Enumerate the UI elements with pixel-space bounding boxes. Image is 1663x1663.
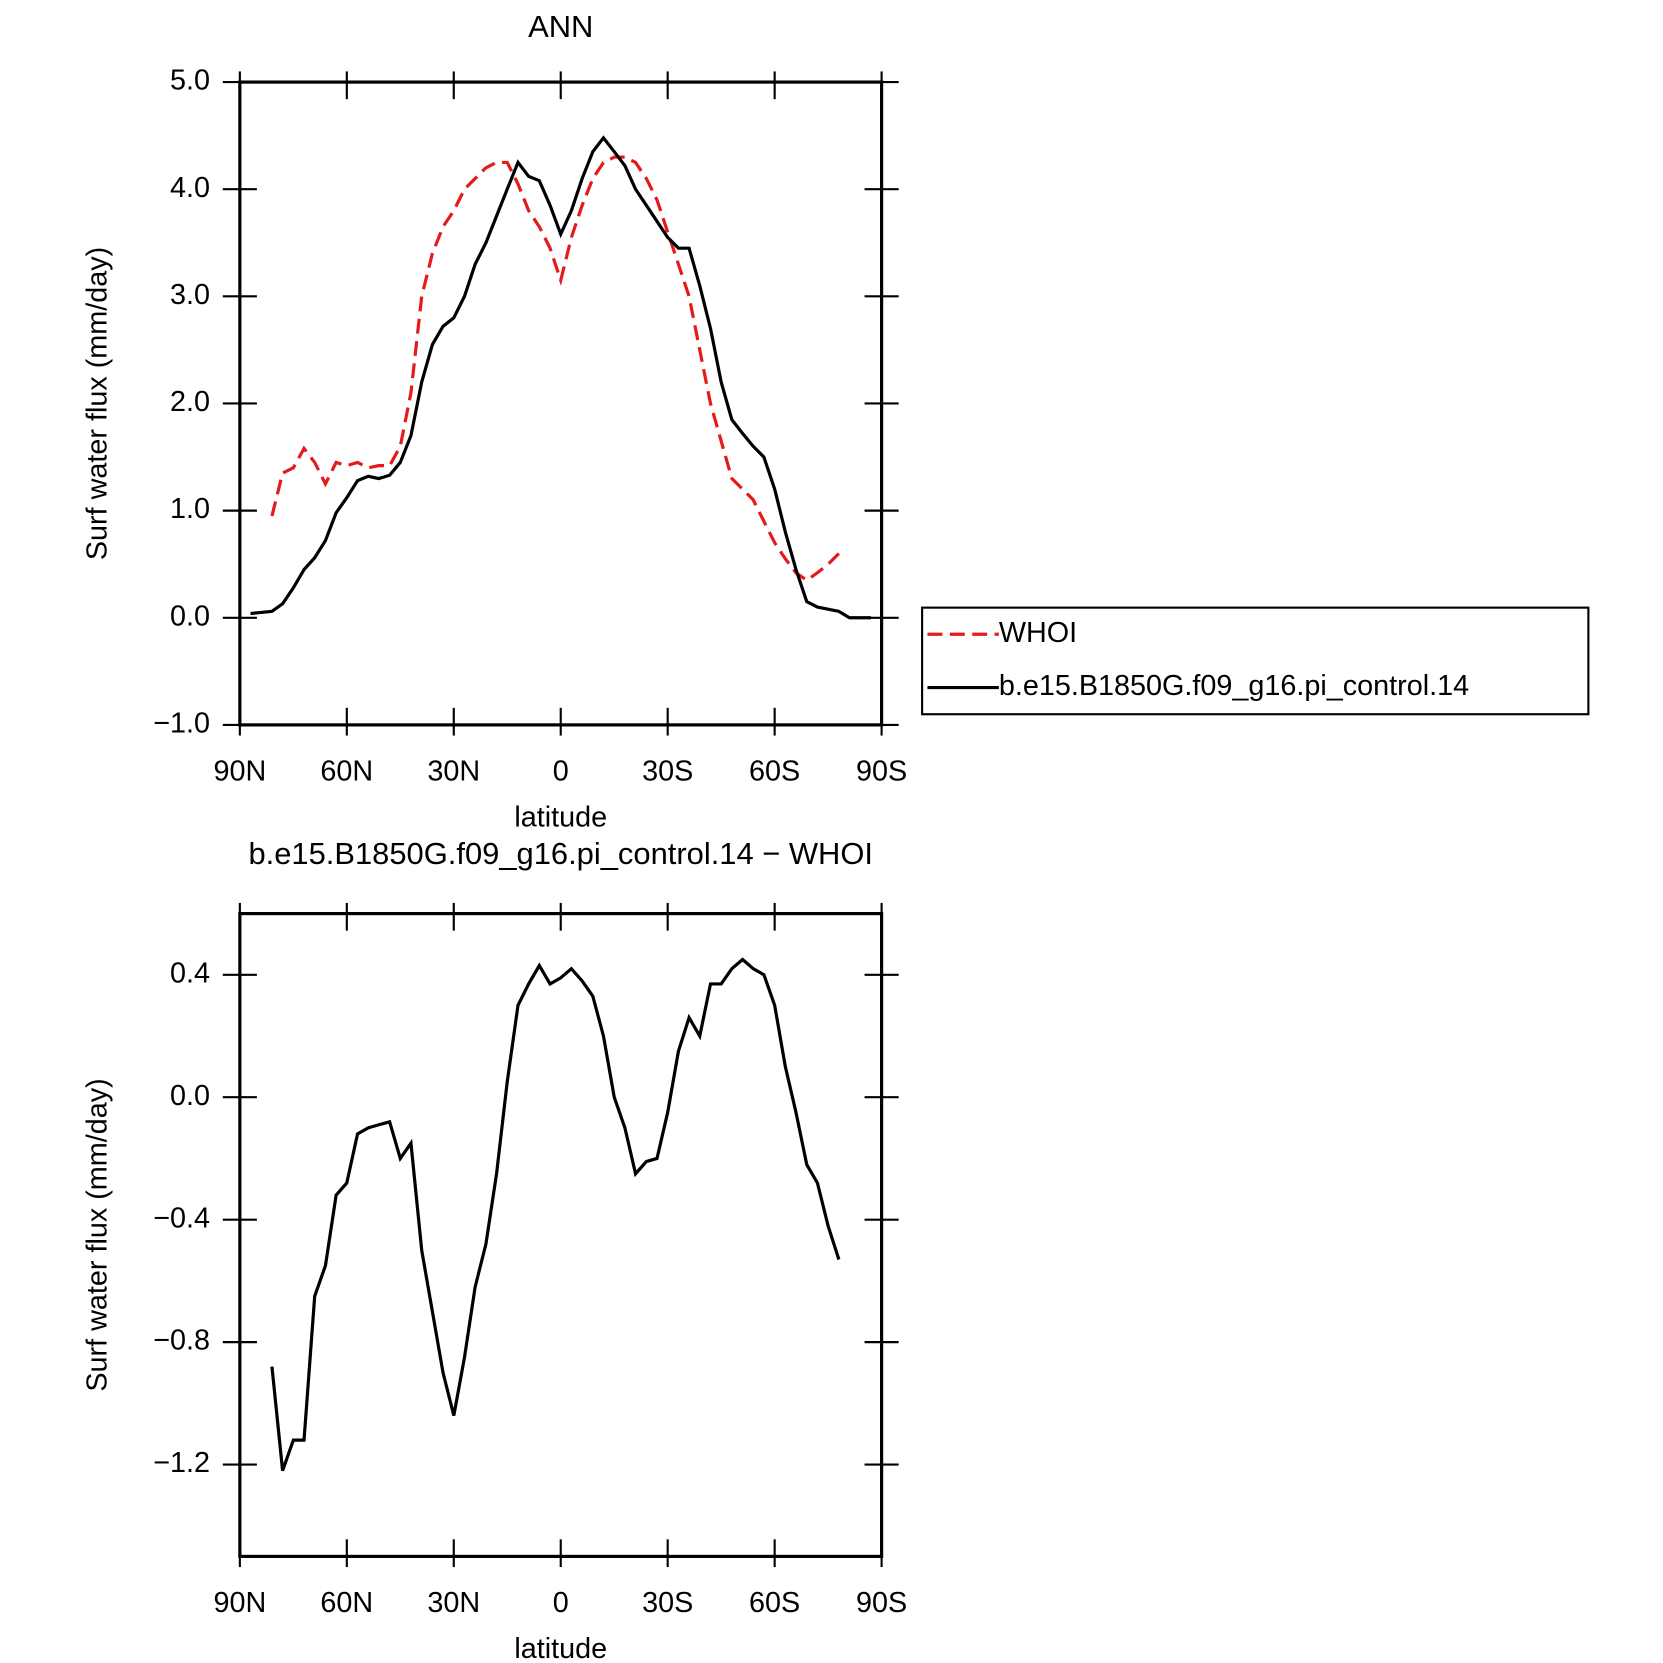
y-tick-label: 4.0 xyxy=(170,172,210,204)
plot-frame xyxy=(238,911,884,1558)
x-tick-label: 60N xyxy=(320,755,373,787)
x-tick-label: 0 xyxy=(553,1587,569,1619)
y-tick-label: 5.0 xyxy=(170,65,210,97)
legend-label: WHOI xyxy=(999,617,1077,649)
x-tick-label: 30S xyxy=(642,755,693,787)
legend-label: b.e15.B1850G.f09_g16.pi_control.14 xyxy=(999,670,1469,702)
x-tick-label: 60N xyxy=(320,1587,373,1619)
y-tick-label: 0.4 xyxy=(170,957,210,989)
x-tick-label: 90N xyxy=(213,1587,266,1619)
x-tick-label: 60S xyxy=(749,1587,800,1619)
y-axis-label: Surf water flux (mm/day) xyxy=(82,1078,114,1391)
plot-frame xyxy=(238,80,884,727)
data-line xyxy=(270,957,841,1472)
y-tick-label: −0.4 xyxy=(153,1202,210,1234)
data-line xyxy=(270,155,840,583)
y-tick-label: −0.8 xyxy=(153,1325,210,1357)
y-tick-label: −1.2 xyxy=(153,1447,210,1479)
y-tick-label: −1.0 xyxy=(153,708,210,740)
chart-title: b.e15.B1850G.f09_g16.pi_control.14 − WHO… xyxy=(248,836,873,871)
x-tick-label: 60S xyxy=(749,755,800,787)
x-tick-label: 30N xyxy=(427,755,480,787)
x-tick-label: 90S xyxy=(856,1587,907,1619)
x-tick-label: 90S xyxy=(856,755,907,787)
x-tick-label: 0 xyxy=(553,755,569,787)
y-tick-label: 3.0 xyxy=(170,279,210,311)
data-line xyxy=(250,135,871,620)
x-tick-label: 90N xyxy=(213,755,266,787)
x-axis-label: latitude xyxy=(514,1633,607,1663)
y-tick-label: 0.0 xyxy=(170,600,210,632)
y-tick-label: 1.0 xyxy=(170,493,210,525)
x-tick-label: 30S xyxy=(642,1587,693,1619)
y-tick-label: 2.0 xyxy=(170,386,210,418)
chart-title: ANN xyxy=(528,9,593,44)
x-axis-label: latitude xyxy=(514,801,607,833)
y-axis-label: Surf water flux (mm/day) xyxy=(82,247,114,560)
legend-box xyxy=(921,606,1590,716)
x-tick-label: 30N xyxy=(427,1587,480,1619)
y-tick-label: 0.0 xyxy=(170,1080,210,1112)
